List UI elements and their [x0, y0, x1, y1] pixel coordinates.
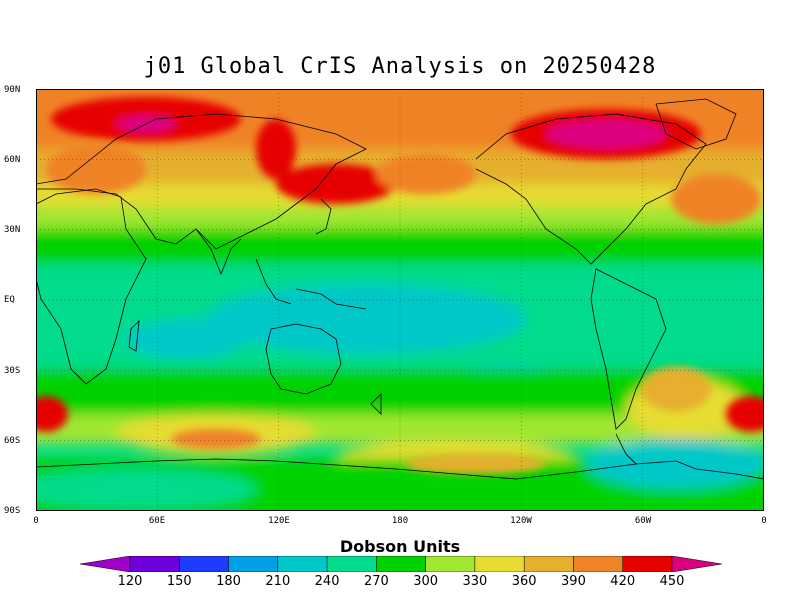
max-europe-orange	[46, 144, 146, 194]
colorbar	[80, 556, 722, 572]
field-polar-mid	[36, 469, 256, 509]
max-south-west-red	[36, 396, 68, 432]
colorbar-tick-label: 330	[462, 574, 488, 589]
max-okhotsk-red	[256, 119, 296, 179]
colorbar-tick-label: 120	[117, 574, 143, 589]
colorbar-swatch	[228, 556, 279, 572]
lon-label-0-end: 0	[761, 516, 767, 526]
colorbar-tick-label: 390	[561, 574, 586, 589]
lat-label-90n: 90N	[4, 85, 21, 95]
colorbar-tick-label: 360	[511, 574, 537, 589]
colorbar-swatch	[326, 556, 377, 572]
max-canada-magenta	[546, 120, 666, 148]
field-tropic-low-indian	[126, 319, 246, 359]
colorbar-swatch	[425, 556, 476, 572]
colorbar-title: Dobson Units	[339, 537, 461, 556]
colorbar-tick-label: 270	[363, 574, 389, 589]
lon-label-60w: 60W	[634, 516, 652, 526]
colorbar-swatch	[277, 556, 328, 572]
lon-label-180: 180	[391, 516, 409, 526]
colorbar-tick-label: 150	[166, 574, 192, 589]
field-polar-low	[586, 439, 764, 489]
max-pacific-orange	[376, 154, 476, 194]
field-tropic-low-pacific	[206, 284, 526, 354]
lon-label-120w: 120W	[510, 516, 532, 526]
colorbar-tick-label: 450	[659, 574, 685, 589]
max-south-east-red	[726, 396, 764, 432]
colorbar-swatch	[129, 556, 180, 572]
ozone-map	[36, 89, 764, 511]
gridlines	[36, 89, 764, 511]
lat-label-eq: EQ	[4, 295, 15, 305]
colorbar-tick-label: 420	[610, 574, 636, 589]
max-east-asia-red	[276, 164, 396, 204]
colorbar-tick-label: 240	[314, 574, 340, 589]
max-south-atlantic-gold	[641, 367, 711, 411]
lon-label-0: 0	[33, 516, 39, 526]
lat-label-30s: 30S	[4, 366, 21, 376]
max-south-pacific-gold	[406, 454, 546, 474]
colorbar-swatch	[523, 556, 574, 572]
colorbar-min-triangle	[80, 556, 131, 572]
lat-label-60s: 60S	[4, 436, 21, 446]
lon-label-120e: 120E	[268, 516, 290, 526]
colorbar-swatch	[179, 556, 229, 572]
lat-label-60n: 60N	[4, 155, 21, 165]
lon-label-60e: 60E	[148, 516, 166, 526]
colorbar-swatch	[573, 556, 623, 572]
colorbar-max-triangle	[671, 556, 722, 572]
colorbar-swatch	[376, 556, 426, 572]
lat-label-90s: 90S	[4, 506, 21, 516]
chart-title: j01 Global CrIS Analysis on 20250428	[143, 54, 657, 79]
coastlines	[36, 98, 764, 480]
colorbar-tick-label: 180	[216, 574, 241, 589]
lat-label-30n: 30N	[4, 225, 21, 235]
map-border	[36, 89, 764, 511]
colorbar-tick-label: 210	[265, 574, 291, 589]
colorbar-swatch	[622, 556, 673, 572]
colorbar-swatch	[474, 556, 525, 572]
max-south-indian-orange	[171, 429, 261, 449]
max-atlantic-orange	[671, 174, 761, 224]
colorbar-tick-label: 300	[413, 574, 439, 589]
